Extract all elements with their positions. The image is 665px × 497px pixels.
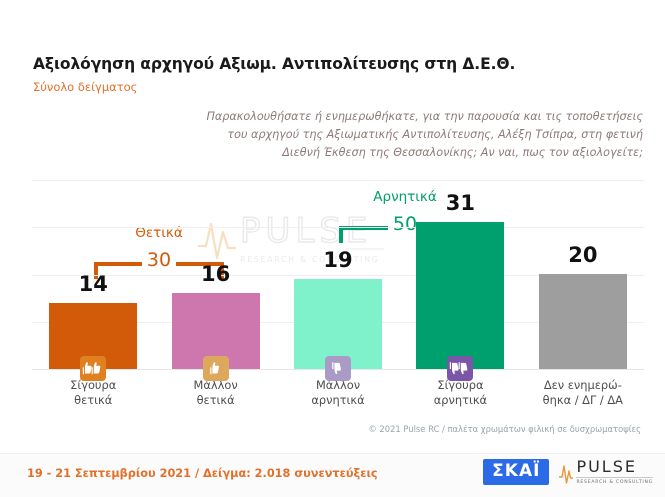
category-label-line: θηκα / ΔΓ / ΔΑ bbox=[542, 393, 623, 408]
category-label-line: θετικά bbox=[196, 393, 235, 408]
page-title: Αξιολόγηση αρχηγού Αξιωμ. Αντιπολίτευσης… bbox=[33, 55, 516, 73]
category-axis-labels: Σίγουρα θετικά Μάλλον θετικά Μάλλον αρνητικά Σ… bbox=[32, 378, 644, 409]
bar-series: 14 16 19 31 20 bbox=[32, 180, 644, 381]
bar-group: 19 bbox=[277, 180, 399, 381]
bracket-value: 30 bbox=[146, 249, 172, 271]
category-label-line: Σίγουρα bbox=[70, 378, 117, 392]
fieldwork-info: 19 - 21 Σεπτεμβρίου 2021 / Δείγμα: 2.018… bbox=[27, 467, 378, 480]
category-label: Μάλλον αρνητικά bbox=[277, 378, 399, 409]
bar[interactable] bbox=[171, 293, 260, 381]
category-label: Δεν ενημερώ-θηκα / ΔΓ / ΔΑ bbox=[522, 378, 644, 409]
bracket-label: Θετικά bbox=[135, 225, 183, 241]
question-line-1: Παρακολουθήσατε ή ενημερωθήκατε, για την… bbox=[206, 110, 643, 123]
category-label-line: αρνητικά bbox=[311, 393, 365, 408]
question-line-2: του αρχηγού της Αξιωματικής Αντιπολίτευσ… bbox=[227, 128, 643, 142]
footer-band: 19 - 21 Σεπτεμβρίου 2021 / Δείγμα: 2.018… bbox=[0, 453, 665, 497]
bar-value-label: 14 bbox=[78, 271, 108, 296]
pulse-tagline: RESEARCH & CONSULTING bbox=[576, 477, 653, 485]
gridline bbox=[32, 275, 644, 276]
bracket-tick-left bbox=[94, 262, 98, 279]
bar[interactable] bbox=[538, 274, 627, 369]
category-label-line: Σίγουρα bbox=[437, 378, 484, 392]
thumb-down-icon bbox=[325, 356, 352, 381]
footer-logos: ΣΚΑΪ PULSE RESEARCH & CONSULTING bbox=[483, 459, 653, 485]
bar-value-label: 20 bbox=[568, 243, 598, 267]
bar-value-label: 19 bbox=[323, 247, 353, 272]
bar-group: 16 bbox=[154, 180, 276, 381]
bracket-label: Αρνητικά bbox=[373, 189, 437, 205]
category-label-line: θετικά bbox=[74, 393, 113, 408]
category-label: Σίγουρα θετικά bbox=[32, 378, 154, 409]
category-label-line: Μάλλον bbox=[193, 378, 238, 392]
thumb-up-icon bbox=[202, 356, 229, 381]
question-line-3: Διεθνή Έκθεση της Θεσσαλονίκης; Αν ναι, … bbox=[282, 146, 643, 160]
bracket-tick-right bbox=[220, 262, 224, 279]
category-label: Σίγουρα αρνητικά bbox=[399, 378, 521, 409]
two-thumbs-up-icon bbox=[80, 356, 107, 381]
survey-question: Παρακολουθήσατε ή ενημερωθήκατε, για την… bbox=[173, 108, 643, 162]
gridline bbox=[32, 180, 644, 181]
category-label-line: Δεν ενημερώ- bbox=[543, 378, 622, 392]
plot-area: 14 16 19 31 20 bbox=[32, 180, 644, 381]
bracket-value: 50 bbox=[392, 213, 418, 235]
bar-group: 31 bbox=[399, 180, 521, 381]
bar[interactable] bbox=[294, 278, 383, 381]
bracket-tick-left bbox=[339, 226, 343, 243]
category-label-line: Μάλλον bbox=[315, 378, 361, 392]
bracket-positive: 30 Θετικά bbox=[94, 225, 224, 288]
category-label-line: αρνητικά bbox=[433, 393, 488, 408]
bar-group: 14 bbox=[32, 180, 154, 381]
bracket-arm-left bbox=[94, 262, 142, 266]
bar-value-label: 16 bbox=[200, 262, 231, 286]
page-subtitle: Σύνολο δείγματος bbox=[33, 80, 138, 94]
gridline bbox=[32, 227, 644, 228]
pulse-wordmark: PULSE bbox=[576, 457, 637, 477]
bracket-arm-left bbox=[339, 226, 388, 230]
pulse-logo: PULSE RESEARCH & CONSULTING bbox=[558, 459, 653, 485]
category-label: Μάλλον θετικά bbox=[154, 378, 276, 409]
two-thumbs-down-icon bbox=[447, 356, 474, 381]
bar-group: 20 bbox=[522, 180, 644, 369]
skai-logo: ΣΚΑΪ bbox=[483, 459, 550, 485]
bar[interactable] bbox=[49, 302, 138, 381]
pulse-wave-icon bbox=[559, 465, 574, 484]
copyright-footnote: © 2021 Pulse RC / παλέτα χρωμάτων φιλική… bbox=[368, 424, 641, 434]
bracket-arm-right bbox=[176, 262, 224, 266]
bar[interactable] bbox=[416, 221, 505, 381]
bar-value-label: 31 bbox=[445, 190, 476, 215]
